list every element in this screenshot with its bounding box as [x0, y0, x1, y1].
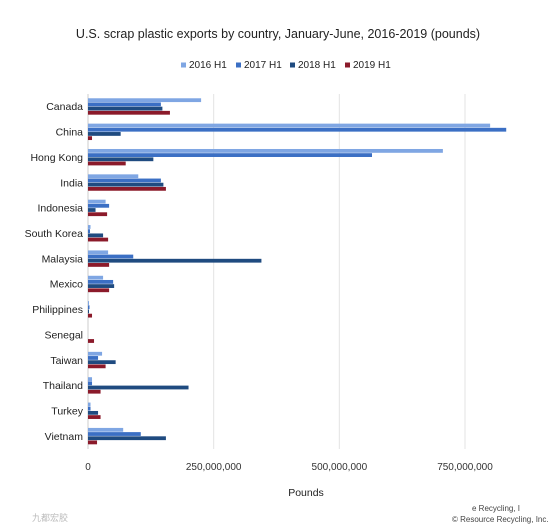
bar: [88, 212, 108, 217]
bar: [88, 389, 101, 394]
bar: [88, 427, 124, 432]
bar: [88, 199, 106, 204]
bar: [88, 385, 189, 390]
category-label: India: [60, 177, 83, 189]
bar: [88, 339, 95, 343]
bar: [88, 233, 104, 238]
bar: [88, 415, 101, 419]
bar: [88, 102, 161, 107]
bar: [88, 263, 110, 267]
chart-title: U.S. scrap plastic exports by country, J…: [76, 27, 480, 41]
category-label: Turkey: [51, 405, 83, 417]
bar: [88, 381, 93, 386]
watermark: 九都宏胶: [32, 512, 68, 523]
bar: [88, 174, 139, 179]
legend-label: 2016 H1: [189, 60, 227, 71]
bar: [88, 279, 114, 284]
bar: [88, 284, 115, 288]
bar: [88, 157, 154, 162]
category-label: South Korea: [25, 228, 84, 240]
bar: [88, 148, 443, 153]
category-label: Philippines: [32, 304, 83, 316]
bar: [88, 360, 116, 365]
bar: [88, 153, 373, 157]
x-tick-label: 0: [85, 462, 91, 473]
bar: [88, 250, 109, 255]
bar: [88, 127, 507, 132]
bar: [88, 356, 99, 360]
category-label: Mexico: [50, 279, 83, 291]
category-label: Thailand: [43, 380, 83, 392]
bar: [88, 410, 99, 415]
legend-label: 2017 H1: [244, 60, 282, 71]
bar: [88, 309, 90, 314]
bar: [88, 301, 90, 305]
bar: [88, 229, 91, 234]
legend-swatch: [290, 62, 295, 68]
bar: [88, 406, 91, 411]
bar: [88, 186, 166, 191]
category-label: Senegal: [44, 329, 83, 341]
category-label: Hong Kong: [30, 152, 83, 164]
bar: [88, 161, 126, 166]
bar: [88, 436, 166, 441]
bar: [88, 106, 163, 111]
credit-line-2: © Resource Recycling, Inc.: [452, 515, 549, 524]
bar: [88, 377, 93, 382]
bar: [88, 136, 93, 141]
bar: [88, 364, 106, 369]
bar: [88, 254, 134, 259]
bar: [88, 258, 262, 263]
legend-swatch: [181, 62, 186, 68]
legend-swatch: [236, 62, 241, 68]
category-label: Taiwan: [50, 355, 83, 367]
bar: [88, 305, 90, 310]
bar: [88, 288, 110, 293]
x-tick-label: 250,000,000: [186, 462, 242, 473]
category-label: Vietnam: [45, 431, 84, 443]
bar: [88, 123, 491, 128]
bar: [88, 98, 202, 103]
category-label: Canada: [46, 101, 83, 113]
x-tick-label: 500,000,000: [312, 462, 368, 473]
x-tick-labels: 0 250,000,000 500,000,000 750,000,000: [85, 462, 493, 473]
bar: [88, 208, 96, 212]
bar: [88, 351, 103, 356]
bar: [88, 237, 109, 242]
legend-label: 2018 H1: [298, 60, 336, 71]
x-tick-label: 750,000,000: [437, 462, 493, 473]
credit-line-1: e Recycling, I: [472, 504, 520, 513]
category-label: China: [56, 127, 84, 139]
category-label: Malaysia: [42, 253, 84, 265]
bars: [88, 98, 507, 445]
bar: [88, 203, 110, 208]
bar: [88, 313, 93, 318]
bar: [88, 110, 170, 115]
category-label: Indonesia: [37, 203, 83, 215]
bar: [88, 440, 98, 445]
x-axis-label: Pounds: [288, 487, 324, 499]
grid-lines: [213, 94, 466, 449]
bar: [88, 225, 91, 229]
bar: [88, 182, 164, 187]
legend: 2016 H1 2017 H1 2018 H1 2019 H1: [181, 60, 391, 71]
legend-swatch: [345, 62, 350, 68]
bar: [88, 275, 104, 280]
bar: [88, 178, 161, 183]
bar: [88, 432, 141, 436]
bar: [88, 402, 91, 407]
bar: [88, 132, 121, 136]
legend-label: 2019 H1: [353, 60, 391, 71]
category-labels: Canada China Hong Kong India Indonesia South …: [25, 101, 84, 443]
